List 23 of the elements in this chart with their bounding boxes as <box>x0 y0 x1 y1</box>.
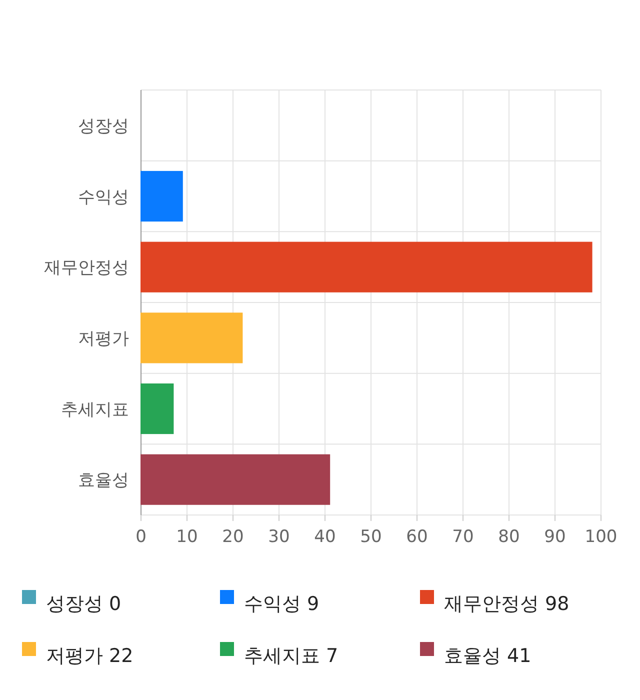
legend-label: 수익성 9 <box>244 593 320 615</box>
legend-label: 추세지표 7 <box>244 645 338 667</box>
legend-label: 저평가 22 <box>46 645 134 667</box>
x-tick-label: 50 <box>360 527 382 547</box>
x-tick-label: 80 <box>498 527 520 547</box>
legend-label: 재무안정성 98 <box>444 593 570 615</box>
legend-label: 효율성 41 <box>444 645 532 667</box>
x-tick-label: 30 <box>268 527 290 547</box>
x-tick-label: 40 <box>314 527 336 547</box>
y-tick-label: 성장성 <box>78 116 129 136</box>
legend-label: 성장성 0 <box>46 593 122 615</box>
x-tick-label: 0 <box>136 527 146 547</box>
y-tick-label: 추세지표 <box>61 400 129 420</box>
x-tick-label: 100 <box>584 527 618 547</box>
x-tick-label: 70 <box>452 527 474 547</box>
y-tick-label: 저평가 <box>78 328 129 349</box>
x-tick-label: 60 <box>406 527 428 547</box>
y-tick-label: 재무안정성 <box>44 258 129 278</box>
y-tick-label: 수익성 <box>78 187 129 208</box>
x-tick-label: 10 <box>176 527 198 547</box>
y-tick-label: 효율성 <box>78 470 129 491</box>
x-tick-label: 20 <box>222 527 244 547</box>
x-tick-label: 90 <box>544 527 566 547</box>
